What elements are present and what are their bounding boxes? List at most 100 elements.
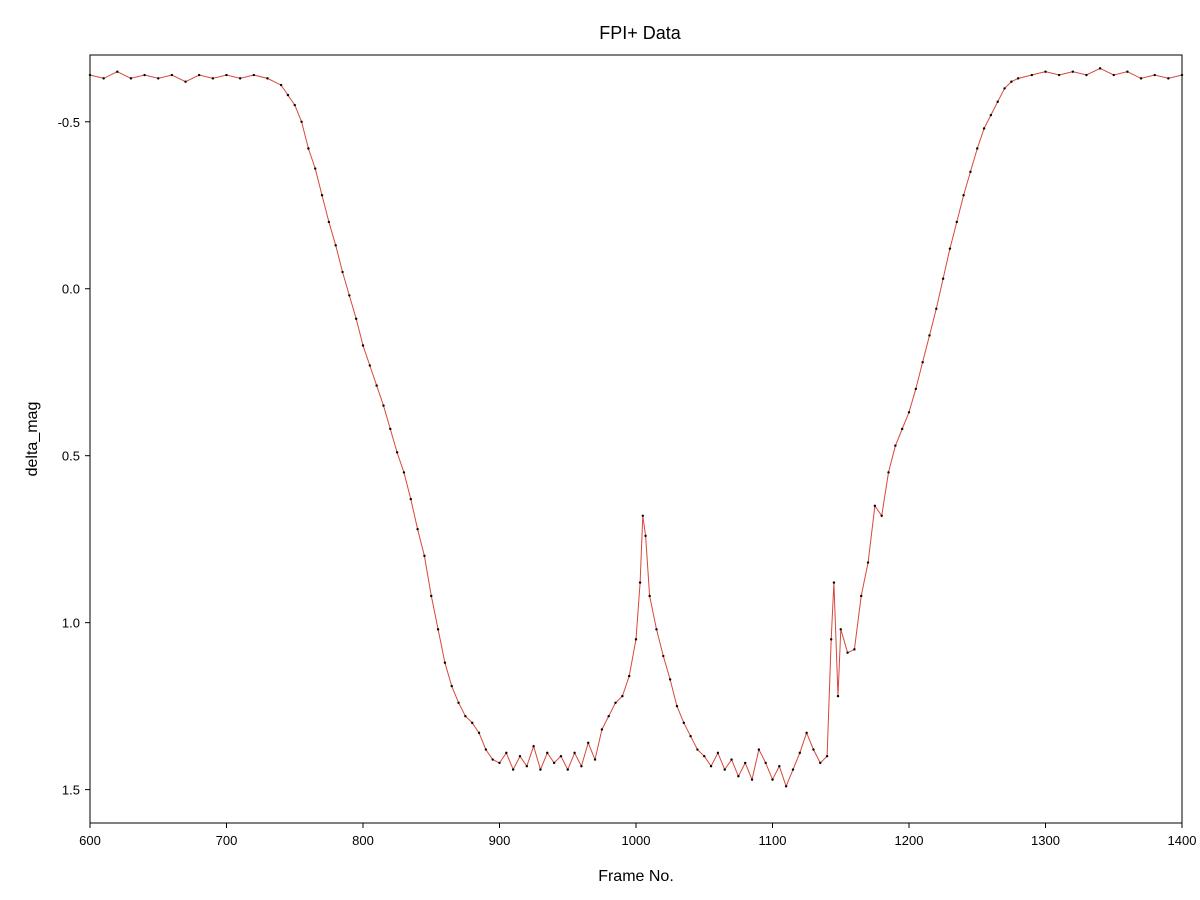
- data-point: [552, 761, 556, 765]
- x-tick-label: 600: [79, 833, 101, 848]
- data-point: [614, 701, 617, 704]
- data-point: [409, 497, 412, 501]
- data-point: [423, 554, 426, 558]
- data-point: [1167, 77, 1170, 80]
- data-point: [836, 694, 840, 698]
- data-point: [935, 307, 938, 310]
- data-point: [812, 748, 815, 751]
- data-point: [1139, 77, 1143, 80]
- data-point: [320, 194, 324, 197]
- data-point: [1057, 73, 1061, 77]
- data-point: [791, 768, 795, 771]
- data-point: [771, 778, 774, 781]
- data-point: [941, 277, 945, 280]
- data-point: [184, 80, 187, 83]
- data-point: [648, 594, 651, 598]
- data-point: [491, 758, 494, 761]
- data-point: [880, 514, 883, 517]
- data-point: [348, 294, 351, 297]
- data-point: [638, 581, 642, 584]
- data-point: [361, 344, 365, 347]
- data-point: [829, 638, 833, 641]
- series-layer: [88, 67, 1184, 788]
- data-point: [525, 765, 528, 768]
- data-point: [644, 534, 647, 538]
- y-tick-label: 1.0: [62, 616, 80, 631]
- data-point: [1030, 73, 1034, 77]
- data-point: [293, 103, 296, 107]
- data-point: [382, 404, 385, 407]
- data-point: [955, 220, 958, 224]
- data-point: [1071, 70, 1075, 73]
- data-point: [784, 785, 788, 788]
- data-point: [668, 678, 672, 681]
- x-tick-label: 700: [216, 833, 238, 848]
- chart-title: FPI+ Data: [599, 23, 682, 43]
- data-point: [696, 748, 699, 751]
- data-point: [464, 714, 467, 718]
- data-point: [477, 731, 481, 735]
- data-point: [198, 73, 201, 77]
- x-tick-label: 800: [352, 833, 374, 848]
- data-point: [566, 768, 569, 771]
- data-point: [798, 751, 801, 755]
- data-point: [928, 334, 931, 337]
- data-point: [805, 731, 808, 735]
- data-point: [914, 387, 918, 391]
- data-point: [436, 628, 440, 631]
- data-point: [703, 755, 706, 758]
- x-tick-label: 1100: [759, 833, 787, 848]
- data-point: [1180, 73, 1184, 77]
- data-point: [279, 83, 283, 87]
- data-point: [846, 651, 849, 654]
- data-point: [750, 778, 754, 781]
- data-point: [88, 73, 92, 77]
- data-point: [225, 73, 228, 77]
- data-point: [989, 113, 993, 117]
- y-tick-label: 0.5: [62, 449, 80, 464]
- y-tick-label: 0.0: [62, 282, 80, 297]
- data-point: [375, 384, 378, 387]
- data-point: [532, 745, 535, 748]
- data-point: [1153, 73, 1156, 77]
- data-point: [709, 765, 713, 768]
- data-point: [689, 734, 692, 738]
- data-point: [430, 594, 433, 598]
- data-point: [143, 73, 146, 77]
- data-point: [894, 444, 897, 447]
- data-point: [600, 728, 604, 731]
- data-point: [341, 270, 344, 274]
- data-point: [641, 514, 645, 517]
- data-point: [587, 741, 590, 745]
- data-point: [416, 527, 419, 531]
- data-point: [778, 765, 781, 768]
- data-point: [238, 77, 242, 80]
- y-axis: -0.5 0.0 0.5 1.0 1.5: [58, 115, 90, 798]
- data-point: [266, 77, 269, 80]
- x-tick-label: 1000: [622, 833, 651, 848]
- data-point: [395, 451, 399, 454]
- data-point: [1010, 80, 1013, 83]
- data-point: [157, 77, 160, 80]
- y-tick-label: 1.5: [62, 783, 80, 798]
- data-point: [853, 648, 856, 651]
- data-point: [368, 364, 372, 367]
- data-point: [996, 100, 999, 103]
- data-point: [498, 761, 501, 765]
- data-point: [887, 471, 890, 474]
- data-point: [354, 317, 358, 320]
- data-point: [443, 661, 447, 664]
- data-point: [907, 411, 911, 414]
- data-point: [1126, 70, 1129, 73]
- data-point: [334, 244, 337, 247]
- data-point: [518, 755, 522, 758]
- data-point: [832, 581, 836, 584]
- data-point: [573, 751, 576, 755]
- x-tick-label: 1400: [1168, 833, 1197, 848]
- data-point: [607, 714, 610, 718]
- data-point: [307, 147, 310, 150]
- data-point: [900, 427, 904, 431]
- data-point: [962, 194, 965, 197]
- data-point: [450, 684, 453, 688]
- data-point: [505, 751, 508, 755]
